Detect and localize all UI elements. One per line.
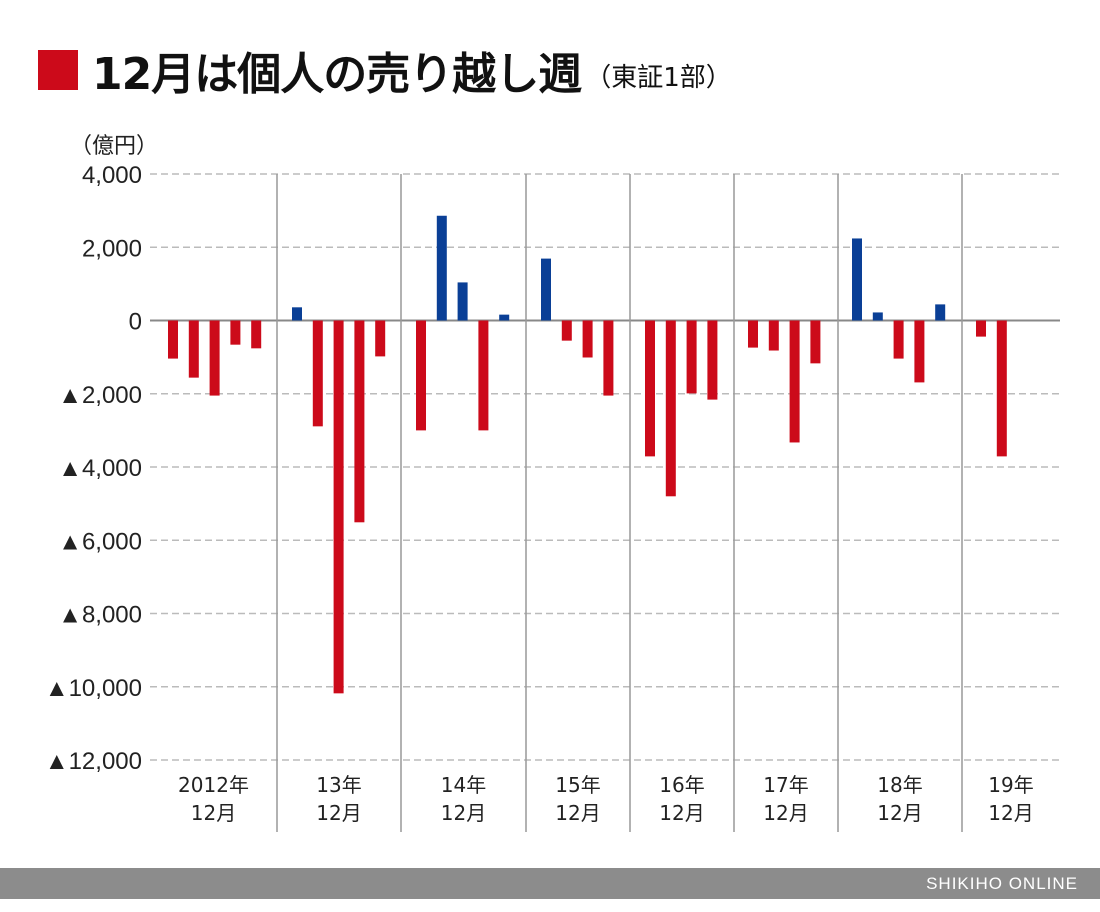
bar — [375, 320, 386, 357]
title-sub: （東証1部） — [585, 62, 732, 93]
bar — [768, 320, 779, 351]
bar — [707, 320, 718, 400]
y-tick-label: 4,000 — [82, 162, 142, 189]
bar — [996, 320, 1007, 457]
x-category-label: 18年 — [877, 773, 922, 797]
y-tick-label: ▲12,000 — [45, 748, 142, 775]
bar — [748, 320, 758, 348]
x-category-label: 14年 — [441, 773, 486, 797]
y-tick-label: 0 — [129, 309, 142, 336]
x-category-label: 19年 — [988, 773, 1033, 797]
bar — [582, 320, 593, 358]
title-marker-square — [38, 50, 78, 90]
bar — [354, 320, 365, 523]
bar — [541, 258, 551, 321]
bar — [852, 238, 862, 321]
bar — [645, 320, 655, 457]
y-axis-unit: （億円） — [70, 134, 159, 159]
bar — [436, 215, 447, 321]
bar — [333, 320, 344, 694]
y-tick-label: ▲2,000 — [58, 382, 142, 409]
x-category-label: 15年 — [555, 773, 600, 797]
y-tick-label: ▲8,000 — [58, 602, 142, 629]
bar — [478, 320, 489, 431]
bar — [312, 320, 323, 427]
x-category-label: 12月 — [763, 801, 808, 825]
x-category-label: 17年 — [763, 773, 808, 797]
footer-brand: SHIKIHO ONLINE — [926, 874, 1078, 893]
x-category-label: 12月 — [988, 801, 1033, 825]
x-category-label: 12月 — [659, 801, 704, 825]
x-category-label: 12月 — [555, 801, 600, 825]
bar — [665, 320, 676, 497]
y-tick-label: 2,000 — [82, 235, 142, 262]
bar — [914, 320, 925, 383]
y-tick-label: ▲6,000 — [58, 528, 142, 555]
bar — [416, 320, 426, 431]
bar — [292, 307, 302, 321]
x-category-label: 12月 — [441, 801, 486, 825]
bar — [603, 320, 614, 396]
title-main: 12月は個人の売り越し週 — [92, 49, 582, 100]
bar — [561, 320, 572, 341]
bar — [168, 320, 178, 359]
bar — [499, 314, 510, 321]
bar — [872, 312, 883, 321]
x-category-label: 16年 — [659, 773, 704, 797]
bar — [810, 320, 821, 364]
bar — [209, 320, 220, 396]
y-tick-label: ▲4,000 — [58, 455, 142, 482]
x-category-label: 2012年 — [178, 773, 249, 797]
bar — [976, 320, 986, 337]
footer-bar: SHIKIHO ONLINE — [0, 868, 1100, 899]
y-tick-label: ▲10,000 — [45, 675, 142, 702]
bar — [230, 320, 241, 345]
bar — [935, 304, 946, 321]
x-category-label: 12月 — [877, 801, 922, 825]
x-category-label: 13年 — [316, 773, 361, 797]
bar — [789, 320, 800, 443]
bar — [893, 320, 904, 359]
bar-chart: 4,000 2,000 0 ▲2,000 ▲4,000 ▲6,000 ▲8,000 ▲10,0… — [45, 162, 1060, 832]
bar — [457, 282, 468, 321]
chart-title: 12月は個人の売り越し週 （東証1部） — [38, 38, 732, 102]
x-category-label: 12月 — [191, 801, 236, 825]
bar — [188, 320, 199, 378]
bar — [686, 320, 697, 394]
x-category-label: 12月 — [316, 801, 361, 825]
bar — [251, 320, 262, 349]
